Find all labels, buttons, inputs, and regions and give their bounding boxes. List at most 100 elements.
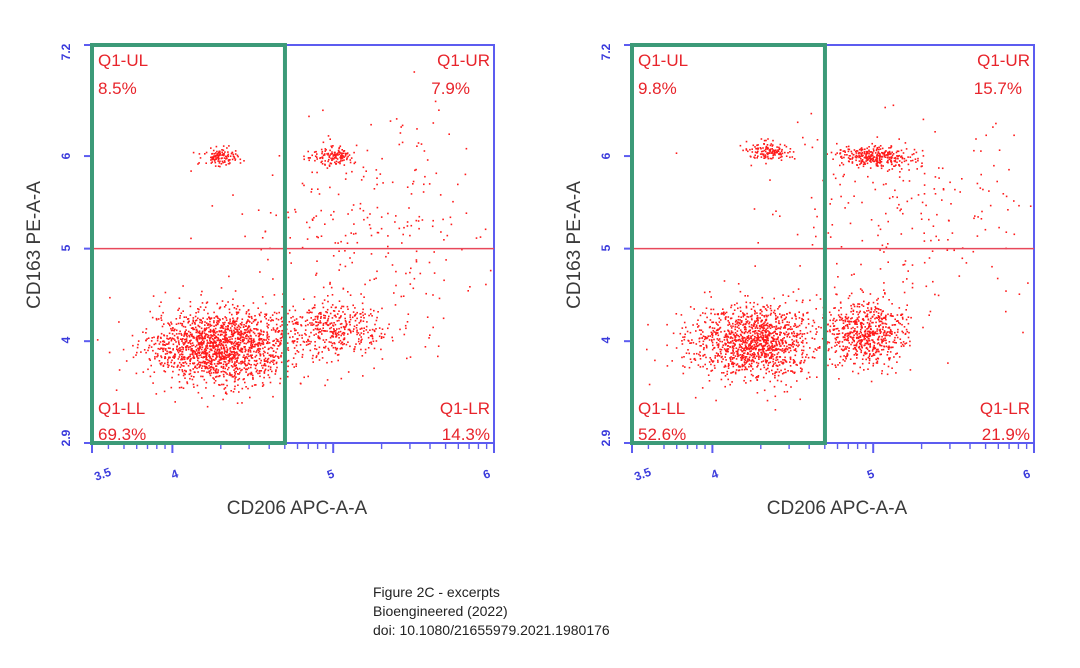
scatter-point: [341, 347, 343, 350]
scatter-point: [294, 309, 297, 312]
scatter-point: [885, 318, 887, 321]
scatter-point: [868, 325, 870, 328]
scatter-point: [315, 333, 317, 335]
scatter-point: [364, 351, 367, 354]
scatter-point: [785, 384, 787, 386]
scatter-point: [882, 326, 884, 329]
scatter-point: [248, 340, 251, 343]
scatter-point: [263, 358, 266, 361]
scatter-point: [760, 335, 762, 338]
scatter-point: [214, 332, 217, 334]
scatter-point: [352, 233, 355, 235]
scatter-point: [714, 355, 717, 357]
scatter-point: [806, 353, 808, 356]
scatter-point: [277, 357, 280, 359]
scatter-point: [367, 347, 370, 349]
scatter-point: [465, 147, 468, 150]
scatter-point: [907, 322, 910, 325]
scatter-point: [873, 354, 876, 356]
scatter-point: [731, 361, 734, 364]
scatter-point: [247, 374, 249, 377]
scatter-point: [710, 370, 712, 372]
scatter-point: [204, 367, 207, 370]
scatter-point: [225, 333, 228, 336]
x-tick-label: 3.5: [92, 465, 113, 484]
scatter-point: [737, 355, 739, 358]
scatter-point: [202, 337, 205, 340]
scatter-point: [884, 322, 886, 325]
scatter-point: [792, 346, 794, 348]
scatter-point: [871, 339, 873, 341]
scatter-point: [787, 370, 789, 372]
scatter-point: [215, 368, 217, 371]
scatter-point: [277, 318, 280, 321]
scatter-point: [401, 242, 403, 244]
scatter-point: [258, 313, 261, 315]
scatter-point: [223, 160, 226, 162]
scatter-point: [246, 328, 249, 330]
scatter-point: [177, 322, 180, 325]
scatter-point: [224, 316, 226, 318]
scatter-point: [868, 322, 871, 325]
scatter-point: [415, 250, 418, 253]
scatter-point: [240, 330, 243, 333]
scatter-point: [853, 334, 855, 336]
scatter-point: [773, 340, 775, 342]
scatter-point: [760, 349, 762, 351]
scatter-point: [842, 358, 844, 361]
scatter-point: [224, 151, 226, 153]
scatter-point: [272, 344, 275, 346]
scatter-point: [776, 333, 778, 335]
scatter-point: [734, 371, 737, 374]
scatter-point: [763, 389, 766, 392]
scatter-point: [314, 348, 316, 350]
scatter-point: [339, 339, 342, 342]
scatter-point: [867, 327, 869, 330]
scatter-point: [754, 357, 756, 360]
scatter-point: [759, 343, 761, 346]
scatter-point: [269, 355, 272, 358]
scatter-point: [724, 318, 727, 321]
scatter-point: [428, 183, 431, 185]
scatter-point: [775, 151, 777, 154]
scatter-point: [221, 383, 223, 386]
scatter-point: [779, 348, 781, 351]
scatter-point: [197, 351, 199, 354]
scatter-point: [821, 337, 824, 340]
scatter-point: [323, 314, 325, 317]
scatter-point: [764, 321, 766, 323]
scatter-point: [902, 331, 904, 334]
scatter-point: [680, 314, 683, 316]
scatter-point: [704, 336, 706, 338]
scatter-point: [332, 336, 335, 338]
x-tick-label: 6: [481, 466, 492, 482]
scatter-point: [738, 321, 740, 324]
scatter-point: [313, 216, 315, 219]
scatter-point: [877, 316, 880, 319]
scatter-point: [738, 346, 741, 349]
scatter-point: [465, 212, 468, 214]
scatter-point: [212, 342, 214, 344]
scatter-point: [412, 183, 414, 185]
scatter-point: [371, 328, 374, 331]
scatter-point: [777, 361, 780, 363]
scatter-point: [362, 320, 365, 322]
scatter-point: [317, 236, 319, 239]
scatter-point: [765, 314, 767, 317]
scatter-point: [225, 158, 227, 160]
scatter-point: [258, 338, 260, 341]
scatter-point: [793, 361, 795, 363]
scatter-point: [316, 316, 319, 319]
scatter-point: [844, 319, 846, 322]
scatter-point: [856, 341, 859, 344]
scatter-point: [424, 175, 426, 178]
scatter-point: [370, 343, 373, 345]
scatter-point: [778, 371, 781, 373]
scatter-point: [218, 362, 221, 365]
scatter-point: [689, 342, 691, 344]
scatter-point: [907, 336, 910, 339]
scatter-point: [888, 327, 891, 329]
scatter-point: [244, 363, 247, 366]
scatter-point: [229, 373, 232, 376]
scatter-point: [217, 369, 220, 371]
